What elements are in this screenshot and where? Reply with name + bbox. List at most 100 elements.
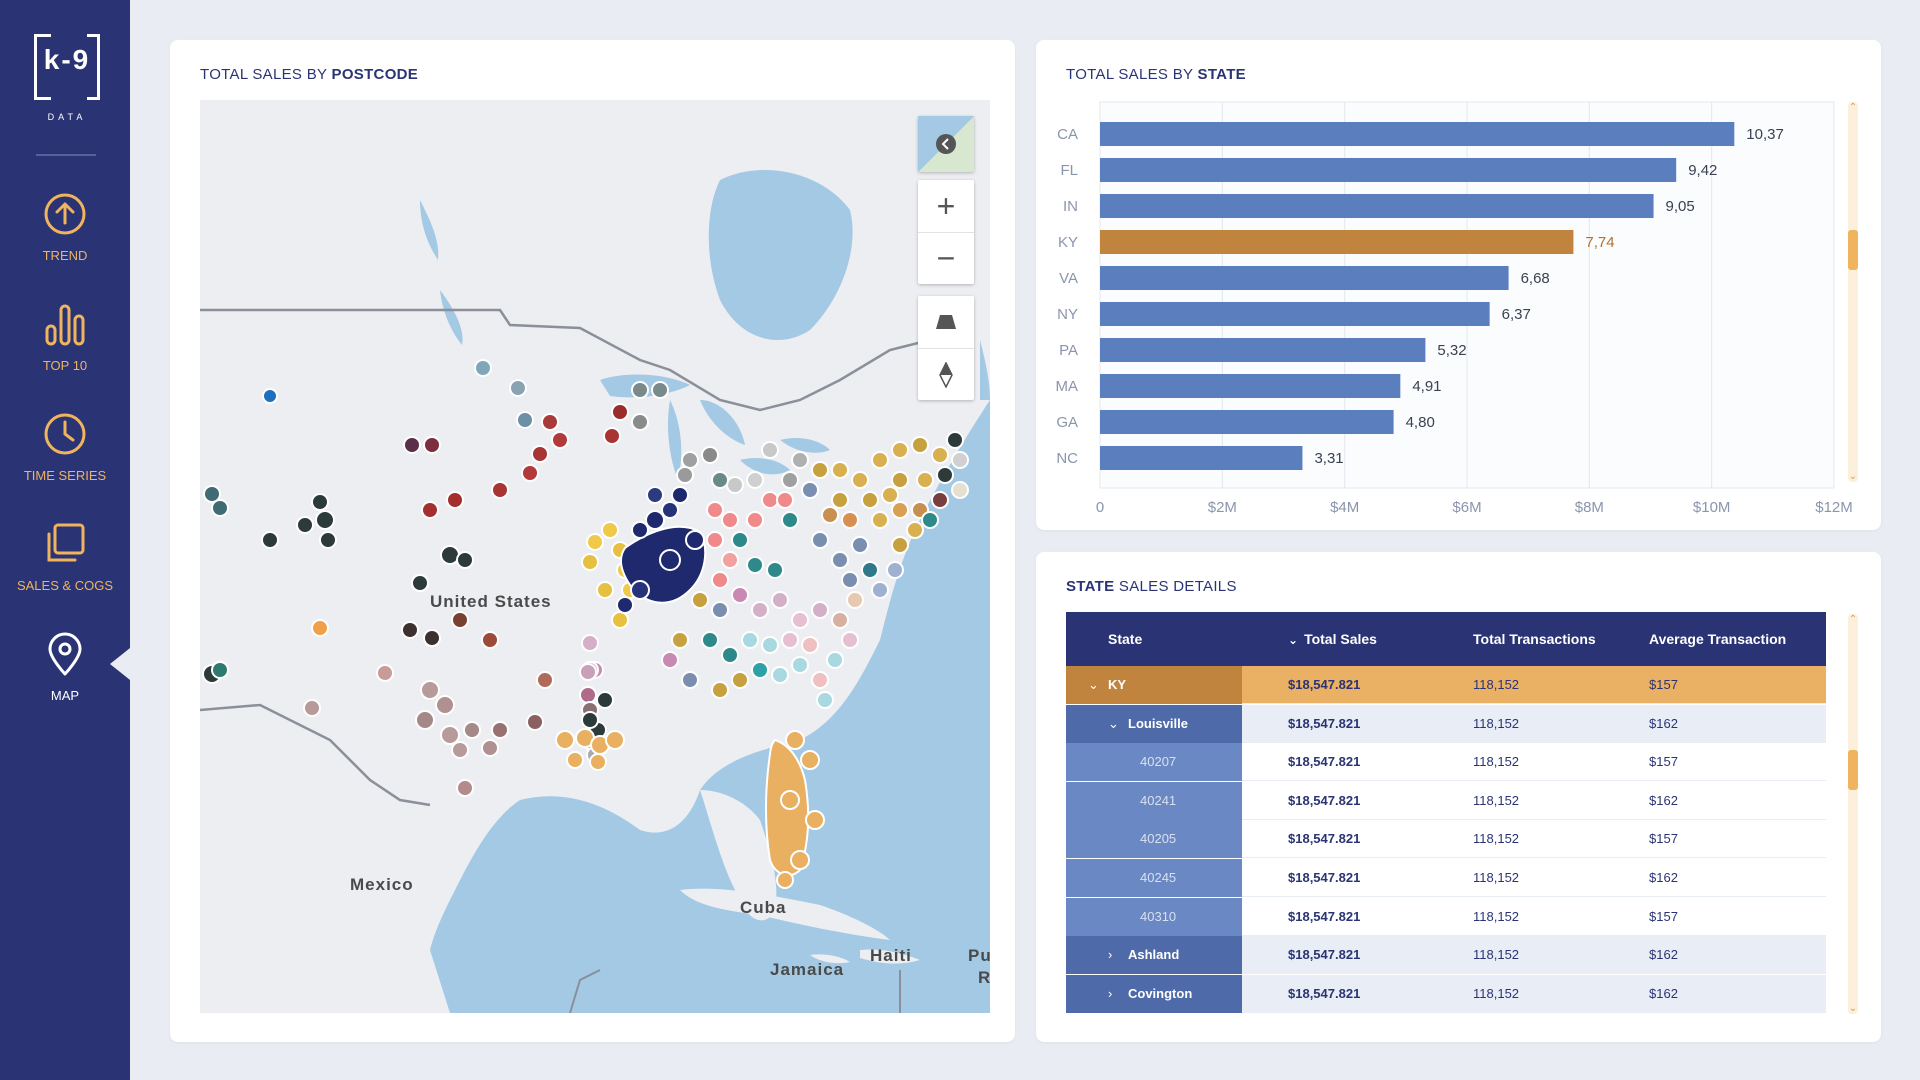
- row-label-cell: [1066, 936, 1242, 975]
- bar-value-label: 9,05: [1666, 198, 1695, 215]
- x-tick-label: $8M: [1575, 499, 1604, 516]
- table-row[interactable]: 40205 $18,547.821 118,152 $157: [1066, 820, 1826, 859]
- row-label-cell: [1066, 704, 1242, 743]
- table-row[interactable]: › Covington $18,547.821 118,152 $162: [1066, 974, 1826, 1013]
- state-sales-bar-chart[interactable]: 0 $2M $4M $6M $8M $10M $12M CA 10,37 FL 9,42 IN 9,05…: [1036, 40, 1881, 530]
- row-label-cell: [1066, 859, 1242, 897]
- row-label-cell: [1066, 897, 1242, 936]
- cell-average-transaction: $157: [1649, 754, 1678, 770]
- scroll-up-icon[interactable]: ⌃: [1848, 102, 1858, 113]
- cell-total-sales: $18,547.821: [1288, 831, 1361, 847]
- postcode-map[interactable]: United States Mexico Cuba Haiti Jamaica …: [200, 100, 990, 1013]
- scroll-down-icon[interactable]: ⌄: [1848, 1003, 1858, 1014]
- chart-scroll-thumb[interactable]: [1848, 230, 1858, 270]
- row-label-cell: [1066, 666, 1242, 704]
- expand-chevron-icon[interactable]: ›: [1108, 947, 1113, 963]
- bar-value-label: 3,31: [1314, 450, 1343, 467]
- column-header-state[interactable]: State: [1108, 631, 1143, 647]
- nav-label-map: MAP: [50, 688, 80, 703]
- column-header-average-transaction[interactable]: Average Transaction: [1649, 631, 1787, 647]
- table-header: State ⌄ Total Sales Total Transactions Av…: [1066, 612, 1826, 666]
- nav-item-map[interactable]: MAP: [0, 632, 130, 722]
- cell-total-transactions: 118,152: [1473, 947, 1520, 963]
- state-sales-details-panel: STATE SALES DETAILS State ⌄ Total Sales T…: [1036, 552, 1881, 1042]
- chart-scrollbar[interactable]: ⌃ ⌄: [1848, 102, 1858, 482]
- cell-average-transaction: $157: [1649, 908, 1678, 924]
- zoom-out-icon[interactable]: −: [918, 232, 974, 284]
- cell-total-sales: $18,547.821: [1288, 870, 1361, 885]
- map-label-pu: Pu: [968, 946, 990, 965]
- table-row[interactable]: 40241 $18,547.821 118,152 $162: [1066, 781, 1826, 820]
- scroll-up-icon[interactable]: ⌃: [1848, 614, 1858, 625]
- bar-va[interactable]: [1100, 266, 1509, 290]
- map-label-haiti: Haiti: [870, 946, 912, 965]
- nav-item-top10[interactable]: TOP 10: [0, 302, 130, 392]
- layers-icon[interactable]: [918, 116, 974, 172]
- table-row[interactable]: ⌄ KY $18,547.821 118,152 $157: [1066, 666, 1826, 704]
- nav-label-top10: TOP 10: [42, 358, 88, 373]
- map-view-controls: [918, 296, 974, 400]
- cell-total-sales: $18,547.821: [1288, 715, 1361, 731]
- cell-average-transaction: $162: [1649, 715, 1678, 731]
- cell-total-transactions: 118,152: [1473, 715, 1520, 731]
- map-style-picker[interactable]: [918, 116, 974, 172]
- y-category-label: KY: [1058, 234, 1078, 251]
- collapse-chevron-icon[interactable]: ⌄: [1108, 715, 1119, 731]
- x-tick-label: $10M: [1693, 499, 1731, 516]
- nav-item-trend[interactable]: TREND: [0, 192, 130, 282]
- expand-chevron-icon[interactable]: ›: [1108, 985, 1113, 1001]
- logo-text: k-9: [43, 44, 91, 75]
- row-state-label: KY: [1108, 677, 1127, 692]
- table-row[interactable]: 40245 $18,547.821 118,152 $162: [1066, 859, 1826, 897]
- row-state-label: 40245: [1140, 870, 1177, 885]
- table-row[interactable]: 40207 $18,547.821 118,152 $157: [1066, 743, 1826, 782]
- compass-icon[interactable]: [918, 348, 974, 400]
- y-category-label: GA: [1056, 414, 1078, 431]
- zoom-in-icon[interactable]: +: [936, 187, 956, 224]
- bar-ma[interactable]: [1100, 374, 1401, 398]
- y-category-label: VA: [1059, 270, 1078, 287]
- bar-ny[interactable]: [1100, 302, 1490, 326]
- map-label-jamaica: Jamaica: [770, 960, 845, 979]
- row-state-label: Ashland: [1128, 947, 1180, 963]
- x-tick-label: $6M: [1452, 499, 1481, 516]
- cell-average-transaction: $162: [1649, 870, 1678, 885]
- bar-nc[interactable]: [1100, 446, 1303, 470]
- nav-item-time-series[interactable]: TIME SERIES: [0, 412, 130, 502]
- bar-ga[interactable]: [1100, 410, 1394, 434]
- collapse-chevron-icon[interactable]: ⌄: [1088, 677, 1099, 692]
- map-panel: TOTAL SALES BY POSTCODE: [170, 40, 1015, 1042]
- y-category-label: NY: [1057, 306, 1078, 323]
- column-header-total-transactions[interactable]: Total Transactions: [1473, 631, 1596, 647]
- table-row[interactable]: ⌄ Louisville $18,547.821 118,152 $162: [1066, 704, 1826, 743]
- tilt-icon[interactable]: [918, 296, 974, 348]
- sort-desc-icon: ⌄: [1288, 633, 1299, 647]
- map-label-cuba: Cuba: [740, 898, 787, 917]
- brand-logo[interactable]: k-9 DATA: [34, 33, 100, 124]
- y-category-label: NC: [1056, 450, 1078, 467]
- scroll-down-icon[interactable]: ⌄: [1848, 471, 1858, 482]
- bar-pa[interactable]: [1100, 338, 1426, 362]
- bar-value-label: 6,37: [1502, 306, 1531, 323]
- column-header-total-sales[interactable]: ⌄ Total Sales: [1288, 631, 1377, 647]
- bar-ky[interactable]: [1100, 230, 1574, 254]
- row-state-label: 40205: [1140, 831, 1177, 847]
- table-row[interactable]: 40310 $18,547.821 118,152 $157: [1066, 897, 1826, 936]
- row-state-label: 40310: [1140, 908, 1177, 924]
- table-row[interactable]: › Ashland $18,547.821 118,152 $162: [1066, 936, 1826, 975]
- bar-chart-icon: [45, 304, 85, 346]
- bar-fl[interactable]: [1100, 158, 1677, 182]
- bar-in[interactable]: [1100, 194, 1654, 218]
- nav-label-sales-cogs: SALES & COGS: [16, 578, 114, 593]
- cell-total-transactions: 118,152: [1473, 792, 1520, 808]
- sales-dots[interactable]: [202, 359, 969, 889]
- y-category-label: CA: [1057, 126, 1078, 143]
- map-panel-title: TOTAL SALES BY POSTCODE: [200, 66, 419, 83]
- bar-value-label: 10,37: [1746, 126, 1784, 143]
- map-pin-icon: [48, 632, 82, 676]
- bar-ca[interactable]: [1100, 122, 1735, 146]
- row-label-cell: [1066, 781, 1242, 820]
- table-scroll-thumb[interactable]: [1848, 750, 1858, 790]
- table-scrollbar[interactable]: ⌃ ⌄: [1848, 614, 1858, 1014]
- nav-item-sales-cogs[interactable]: SALES & COGS: [0, 522, 130, 612]
